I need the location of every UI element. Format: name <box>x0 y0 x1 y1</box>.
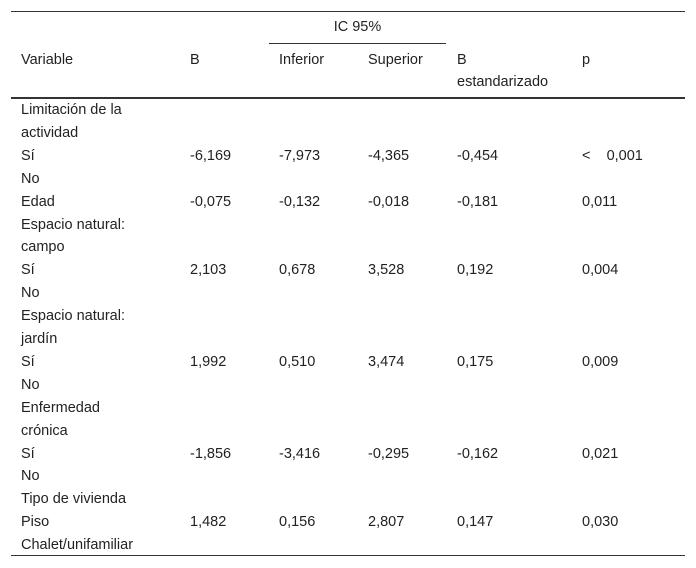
col-header-b-std-line1: B <box>457 52 467 68</box>
cell-inferior: 0,678 <box>279 262 316 279</box>
cell-superior: 3,474 <box>368 353 405 370</box>
cell-variable: Sí <box>21 262 35 279</box>
cell-inferior: 0,156 <box>279 514 316 531</box>
cell-b-std: 0,192 <box>457 262 494 279</box>
cell-p: 0,030 <box>582 514 619 531</box>
cell-variable: crónica <box>21 422 68 439</box>
col-header-variable: Variable <box>21 52 74 68</box>
cell-variable: Edad <box>21 193 55 210</box>
cell-inferior: 0,510 <box>279 353 316 370</box>
cell-p: 0,004 <box>582 262 619 279</box>
cell-p: 0,009 <box>582 353 619 370</box>
cell-variable: actividad <box>21 124 79 141</box>
cell-variable: Tipo de vivienda <box>21 491 127 508</box>
cell-p: 0,021 <box>582 445 619 462</box>
cell-b: -6,169 <box>190 147 232 164</box>
cell-variable: Limitación de la <box>21 102 122 118</box>
cell-variable: jardín <box>21 331 58 347</box>
header-bottom-rule <box>11 97 685 99</box>
col-header-b: B <box>190 52 200 68</box>
cell-p: < 0,001 <box>582 147 643 164</box>
cell-b: 1,482 <box>190 514 227 531</box>
cell-variable: No <box>21 285 40 302</box>
cell-variable: Espacio natural: <box>21 308 125 325</box>
cell-superior: 3,528 <box>368 262 405 279</box>
cell-superior: -4,365 <box>368 147 410 164</box>
cell-variable: Sí <box>21 147 35 164</box>
cell-variable: No <box>21 170 40 187</box>
table-bottom-rule <box>11 555 685 556</box>
cell-b-std: -0,162 <box>457 445 499 462</box>
cell-b-std: 0,175 <box>457 353 494 370</box>
col-header-inferior: Inferior <box>279 52 325 68</box>
cell-variable: Enfermedad <box>21 399 100 416</box>
cell-superior: 2,807 <box>368 514 405 531</box>
cell-variable: campo <box>21 239 65 256</box>
cell-variable: Chalet/unifamiliar <box>21 537 134 554</box>
cell-inferior: -0,132 <box>279 193 321 210</box>
cell-variable: Espacio natural: <box>21 216 125 233</box>
col-header-p: p <box>582 52 591 68</box>
ic95-group-rule <box>269 43 446 44</box>
cell-variable: Sí <box>21 445 35 462</box>
cell-b: -0,075 <box>190 193 232 210</box>
cell-variable: Sí <box>21 353 35 370</box>
col-header-b-std-line2: estandarizado <box>457 74 549 90</box>
cell-b: 1,992 <box>190 353 227 370</box>
cell-superior: -0,018 <box>368 193 410 210</box>
cell-p: 0,011 <box>582 193 618 210</box>
cell-variable: No <box>21 376 40 393</box>
cell-b: 2,103 <box>190 262 227 279</box>
col-header-superior: Superior <box>368 52 423 68</box>
cell-superior: -0,295 <box>368 445 410 462</box>
cell-b-std: -0,181 <box>457 193 499 210</box>
cell-inferior: -7,973 <box>279 147 321 164</box>
cell-b-std: 0,147 <box>457 514 494 531</box>
cell-inferior: -3,416 <box>279 445 321 462</box>
table-top-rule <box>11 11 685 12</box>
cell-variable: Piso <box>21 514 50 531</box>
cell-b: -1,856 <box>190 445 232 462</box>
cell-b-std: -0,454 <box>457 147 499 164</box>
ic95-group-label: IC 95% <box>333 19 382 35</box>
cell-variable: No <box>21 468 40 485</box>
